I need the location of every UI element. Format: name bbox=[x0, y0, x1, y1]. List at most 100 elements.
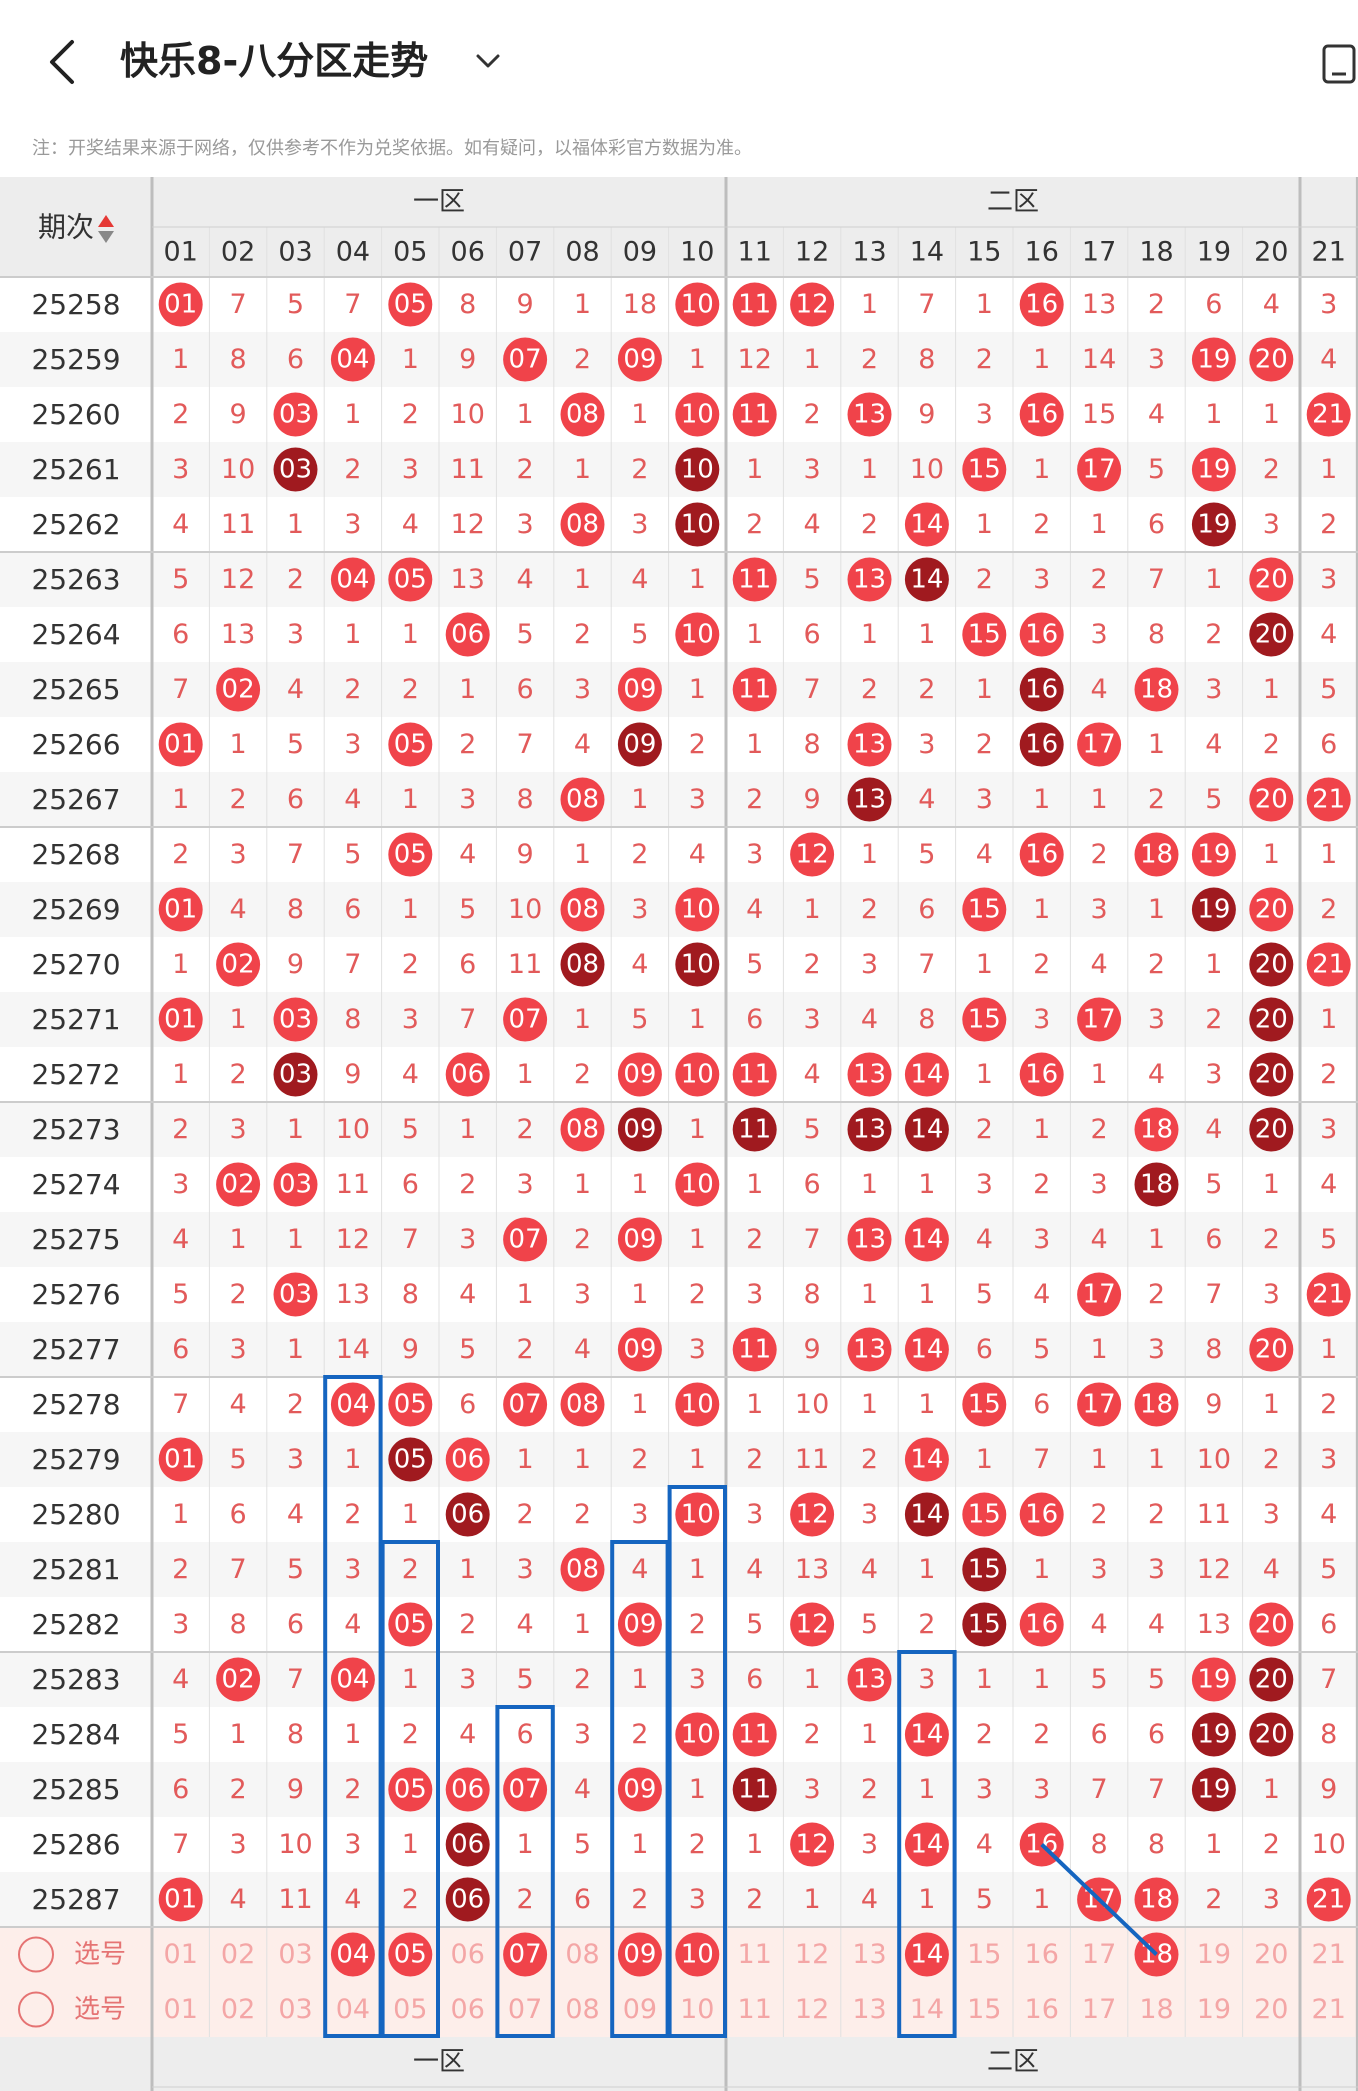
select-row[interactable]: 选号 01 02 03 04 05 06 07 08 09 10 11 12 13 14 15 16 17 18 19… bbox=[18, 1991, 1346, 2028]
select-row[interactable]: 选号 01 02 03 04 05 06 07 08 09 10 11 12 13 14 15 16 17 18 19… bbox=[18, 1932, 1346, 1977]
select-number[interactable]: 01 bbox=[164, 1939, 198, 1970]
select-number[interactable]: 20 bbox=[1254, 1994, 1288, 2025]
selected-ball[interactable] bbox=[617, 1932, 662, 1977]
select-radio-icon[interactable] bbox=[18, 1936, 54, 1973]
drawn-number: 09 bbox=[623, 1610, 656, 1640]
period-header[interactable]: 期次 bbox=[38, 211, 94, 244]
select-number[interactable]: 04 bbox=[336, 1994, 370, 2025]
drawn-ball bbox=[1077, 1382, 1122, 1427]
selected-ball[interactable] bbox=[675, 1932, 720, 1977]
table-row-bg bbox=[0, 1817, 1358, 1872]
omission-value: 8 bbox=[459, 289, 476, 320]
drawn-number: 13 bbox=[853, 565, 886, 595]
selected-number[interactable]: 09 bbox=[623, 1940, 656, 1970]
drawn-ball bbox=[388, 1437, 433, 1482]
omission-value: 1 bbox=[861, 839, 878, 870]
select-number[interactable]: 17 bbox=[1082, 1939, 1116, 1970]
selected-number[interactable]: 14 bbox=[910, 1940, 943, 1970]
select-number[interactable]: 11 bbox=[738, 1939, 772, 1970]
omission-value: 2 bbox=[976, 1114, 993, 1145]
drawn-ball bbox=[1306, 942, 1351, 987]
omission-value: 4 bbox=[230, 894, 247, 925]
select-number[interactable]: 12 bbox=[795, 1939, 829, 1970]
select-number[interactable]: 15 bbox=[967, 1939, 1001, 1970]
select-number[interactable]: 02 bbox=[221, 1939, 255, 1970]
omission-value: 8 bbox=[1320, 1719, 1337, 1750]
select-number[interactable]: 13 bbox=[852, 1939, 886, 1970]
select-number[interactable]: 16 bbox=[1025, 1939, 1059, 1970]
omission-value: 1 bbox=[861, 1389, 878, 1420]
column-header: 21 bbox=[1312, 237, 1346, 268]
select-number[interactable]: 12 bbox=[795, 1994, 829, 2025]
select-radio-icon[interactable] bbox=[18, 1991, 54, 2028]
trend-table[interactable]: 一区 二区 期次 01 02 03 04 05 06 07 08 09 10 11 12 13 14 15 16 17… bbox=[0, 177, 1358, 2091]
selected-ball[interactable] bbox=[503, 1932, 548, 1977]
drawn-number: 08 bbox=[566, 785, 599, 815]
selected-ball[interactable] bbox=[904, 1932, 949, 1977]
selected-number[interactable]: 07 bbox=[509, 1940, 542, 1970]
period-cell: 25287 bbox=[31, 1883, 120, 1916]
omission-value: 3 bbox=[1091, 1554, 1108, 1585]
select-number[interactable]: 01 bbox=[164, 1994, 198, 2025]
select-number[interactable]: 03 bbox=[278, 1994, 312, 2025]
select-number[interactable]: 09 bbox=[623, 1994, 657, 2025]
select-number[interactable]: 06 bbox=[451, 1994, 485, 2025]
select-number[interactable]: 08 bbox=[565, 1939, 599, 1970]
select-number[interactable]: 18 bbox=[1139, 1994, 1173, 2025]
omission-value: 5 bbox=[574, 1829, 591, 1860]
select-number[interactable]: 03 bbox=[278, 1939, 312, 1970]
select-number[interactable]: 19 bbox=[1197, 1994, 1231, 2025]
select-number[interactable]: 14 bbox=[910, 1994, 944, 2025]
table-row: 25271 01 1 03 8 3 7 07 1 5 1 6 3 4 8 15 3 17 3 2 20 1 bbox=[31, 997, 1337, 1042]
omission-value: 5 bbox=[1205, 1169, 1222, 1200]
select-number[interactable]: 16 bbox=[1025, 1994, 1059, 2025]
select-number[interactable]: 10 bbox=[680, 1994, 714, 2025]
omission-value: 6 bbox=[804, 1169, 821, 1200]
select-number[interactable]: 21 bbox=[1312, 1939, 1346, 1970]
drawn-ball bbox=[388, 832, 433, 877]
omission-value: 5 bbox=[344, 839, 361, 870]
omission-value: 3 bbox=[689, 1884, 706, 1915]
select-number[interactable]: 07 bbox=[508, 1994, 542, 2025]
omission-value: 4 bbox=[1091, 1609, 1108, 1640]
omission-value: 2 bbox=[976, 729, 993, 760]
device-icon[interactable] bbox=[1320, 42, 1358, 86]
back-arrow-icon[interactable] bbox=[42, 36, 82, 88]
drawn-number: 21 bbox=[1312, 1280, 1345, 1310]
omission-value: 1 bbox=[1263, 399, 1280, 430]
selected-number[interactable]: 04 bbox=[336, 1940, 369, 1970]
drawn-number: 06 bbox=[451, 1775, 484, 1805]
omission-value: 8 bbox=[804, 729, 821, 760]
select-number[interactable]: 21 bbox=[1312, 1994, 1346, 2025]
omission-value: 9 bbox=[517, 289, 534, 320]
selected-ball[interactable] bbox=[388, 1932, 433, 1977]
omission-value: 1 bbox=[1033, 1884, 1050, 1915]
omission-value: 8 bbox=[230, 344, 247, 375]
drawn-number: 05 bbox=[394, 1610, 427, 1640]
omission-value: 3 bbox=[976, 784, 993, 815]
select-number[interactable]: 02 bbox=[221, 1994, 255, 2025]
sort-down-icon[interactable] bbox=[98, 231, 114, 243]
select-number[interactable]: 17 bbox=[1082, 1994, 1116, 2025]
omission-value: 5 bbox=[287, 1554, 304, 1585]
select-number[interactable]: 05 bbox=[393, 1994, 427, 2025]
select-number[interactable]: 13 bbox=[852, 1994, 886, 2025]
drawn-ball bbox=[675, 612, 720, 657]
select-number[interactable]: 08 bbox=[565, 1994, 599, 2025]
drawn-ball bbox=[675, 502, 720, 547]
sort-up-icon[interactable] bbox=[98, 215, 114, 227]
select-number[interactable]: 20 bbox=[1254, 1939, 1288, 1970]
omission-value: 1 bbox=[1320, 454, 1337, 485]
select-number[interactable]: 15 bbox=[967, 1994, 1001, 2025]
drawn-ball bbox=[1249, 942, 1294, 987]
select-number[interactable]: 06 bbox=[451, 1939, 485, 1970]
omission-value: 3 bbox=[976, 399, 993, 430]
chevron-down-icon[interactable] bbox=[474, 50, 502, 72]
drawn-ball bbox=[732, 667, 777, 712]
select-number[interactable]: 19 bbox=[1197, 1939, 1231, 1970]
selected-number[interactable]: 05 bbox=[394, 1940, 427, 1970]
select-number[interactable]: 11 bbox=[738, 1994, 772, 2025]
selected-number[interactable]: 10 bbox=[681, 1940, 714, 1970]
selected-ball[interactable] bbox=[330, 1932, 375, 1977]
omission-value: 3 bbox=[344, 1829, 361, 1860]
